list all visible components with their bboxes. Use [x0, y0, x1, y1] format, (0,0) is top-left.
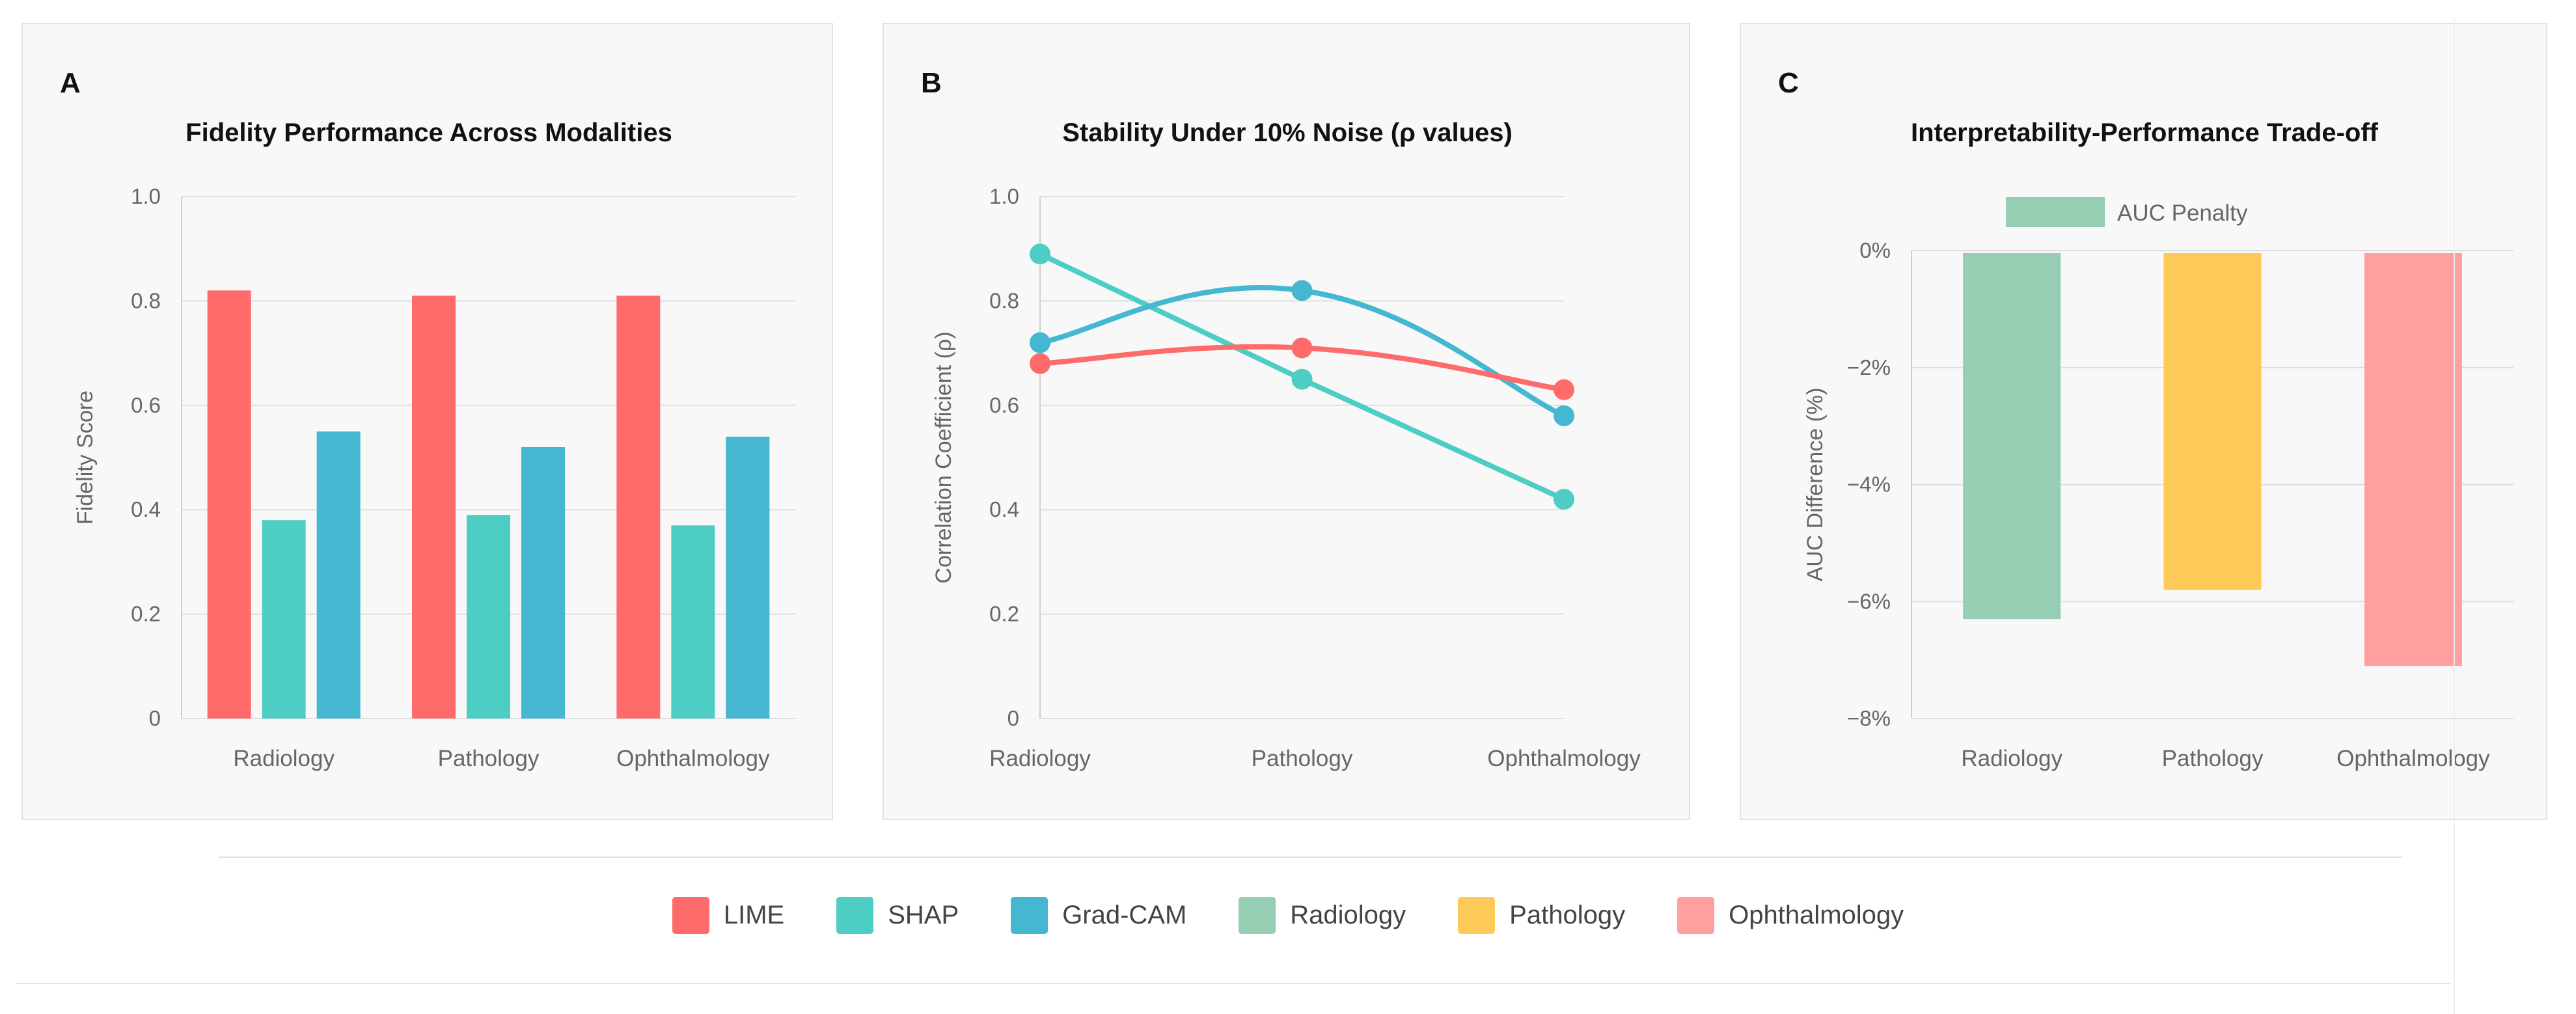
legend-item-lime[interactable]: LIME	[672, 896, 785, 934]
bar-grad-cam-radiology	[316, 431, 361, 719]
auc-penalty-legend-swatch	[2006, 197, 2105, 227]
bar-lime-radiology	[207, 290, 251, 719]
legend-label-radiology: Radiology	[1290, 900, 1406, 929]
y-tick-label: 0	[1007, 706, 1019, 730]
legend-label-shap: SHAP	[888, 900, 959, 929]
bar-auc-penalty-ophthalmology	[2364, 253, 2462, 666]
legend-swatch-shap	[836, 896, 874, 934]
x-tick-label: Radiology	[1961, 746, 2062, 771]
y-tick-label: 0.6	[131, 393, 161, 417]
chart-title-a: Fidelity Performance Across Modalities	[185, 118, 672, 147]
y-tick-label: 1.0	[131, 184, 161, 208]
y-tick-label: 0.2	[989, 602, 1019, 626]
panel-c: C Interpretability-Performance Trade-off…	[1740, 23, 2547, 820]
legend-divider-top	[219, 856, 2402, 858]
legend-swatch-radiology	[1239, 896, 1276, 934]
point-shap-ophthalmology	[1554, 489, 1574, 510]
point-grad-cam-ophthalmology	[1554, 405, 1574, 426]
y-axis-label: AUC Difference (%)	[1803, 388, 1828, 582]
point-lime-radiology	[1030, 353, 1050, 374]
panel-b: B Stability Under 10% Noise (ρ values) 0…	[883, 23, 1690, 820]
x-tick-label: Radiology	[989, 746, 1091, 771]
bar-lime-ophthalmology	[616, 295, 661, 719]
point-grad-cam-pathology	[1291, 280, 1313, 301]
bar-auc-penalty-pathology	[2163, 253, 2262, 590]
legend-swatch-lime	[672, 896, 709, 934]
chart-title-b: Stability Under 10% Noise (ρ values)	[1062, 118, 1513, 147]
y-tick-label: 0.8	[989, 288, 1019, 312]
legend-divider-bottom	[16, 983, 2450, 984]
legend-label-gradcam: Grad-CAM	[1062, 900, 1187, 929]
bar-shap-ophthalmology	[671, 525, 715, 719]
bar-grad-cam-ophthalmology	[726, 436, 770, 719]
tradeoff-chart: C Interpretability-Performance Trade-off…	[1778, 67, 2514, 771]
point-shap-radiology	[1030, 243, 1050, 265]
legend-swatch-ophthalmology	[1677, 896, 1715, 934]
y-axis-label: Fidelity Score	[73, 391, 98, 525]
y-tick-label: −2%	[1847, 355, 1891, 379]
shared-legend: LIME SHAP Grad-CAM Radiology Pathology O…	[0, 896, 2576, 935]
y-tick-label: 0%	[1859, 238, 1891, 262]
y-tick-label: −8%	[1847, 706, 1891, 730]
y-tick-label: 0	[149, 706, 161, 730]
bar-grad-cam-pathology	[521, 446, 565, 719]
y-tick-label: 0.8	[131, 288, 161, 312]
panel-label-b: B	[921, 67, 942, 99]
y-tick-label: −6%	[1847, 589, 1891, 613]
legend-swatch-pathology	[1458, 896, 1496, 934]
legend-item-ophthalmology[interactable]: Ophthalmology	[1677, 896, 1904, 934]
chart-title-c: Interpretability-Performance Trade-off	[1911, 118, 2379, 147]
bar-shap-radiology	[262, 520, 306, 719]
point-lime-ophthalmology	[1554, 379, 1574, 400]
bar-lime-pathology	[412, 295, 456, 719]
legend-swatch-gradcam	[1011, 896, 1048, 934]
x-tick-label: Ophthalmology	[1487, 746, 1641, 771]
panel-a: A Fidelity Performance Across Modalities…	[21, 23, 833, 820]
fidelity-chart: A Fidelity Performance Across Modalities…	[60, 67, 795, 771]
scroll-edge	[2454, 18, 2455, 1014]
point-shap-pathology	[1291, 368, 1313, 390]
bar-shap-pathology	[467, 515, 510, 719]
point-grad-cam-radiology	[1030, 332, 1050, 353]
legend-item-pathology[interactable]: Pathology	[1458, 896, 1626, 934]
auc-penalty-legend-label: AUC Penalty	[2117, 200, 2248, 226]
legend-item-shap[interactable]: SHAP	[836, 896, 959, 934]
y-axis-label: Correlation Coefficient (ρ)	[931, 331, 956, 583]
y-tick-label: 0.4	[131, 497, 161, 521]
legend-item-radiology[interactable]: Radiology	[1239, 896, 1406, 934]
y-tick-label: 0.4	[989, 497, 1019, 521]
panel-label-a: A	[60, 67, 81, 99]
x-tick-label: Pathology	[1252, 746, 1353, 771]
legend-label-pathology: Pathology	[1509, 900, 1626, 929]
x-tick-label: Ophthalmology	[2336, 746, 2490, 771]
x-tick-label: Radiology	[233, 746, 335, 771]
point-lime-pathology	[1291, 337, 1313, 359]
x-tick-label: Pathology	[2162, 746, 2264, 771]
y-tick-label: 1.0	[989, 184, 1019, 208]
legend-label-lime: LIME	[723, 900, 785, 929]
panel-label-c: C	[1778, 67, 1799, 99]
legend-item-gradcam[interactable]: Grad-CAM	[1011, 896, 1187, 934]
x-tick-label: Ophthalmology	[616, 746, 770, 771]
bar-auc-penalty-radiology	[1963, 253, 2061, 620]
y-tick-label: −4%	[1847, 473, 1891, 497]
x-tick-label: Pathology	[438, 746, 540, 771]
stability-chart: B Stability Under 10% Noise (ρ values) 0…	[921, 67, 1641, 771]
y-tick-label: 0.6	[989, 393, 1019, 417]
legend-label-ophthalmology: Ophthalmology	[1729, 900, 1904, 929]
y-tick-label: 0.2	[131, 602, 161, 626]
